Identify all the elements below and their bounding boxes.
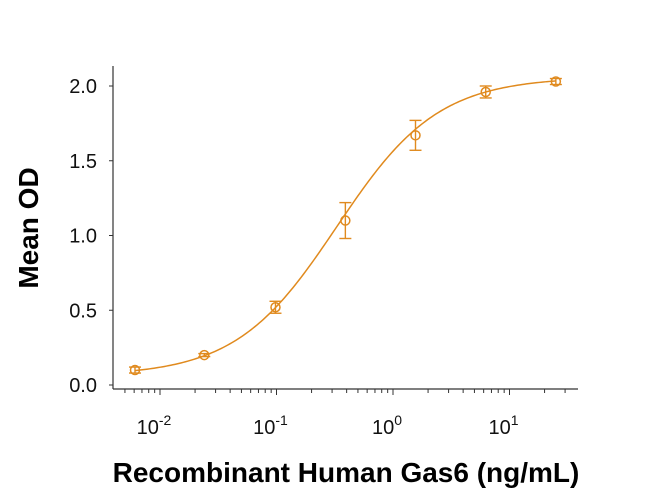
marker-circle bbox=[199, 349, 210, 361]
x-axis-title: Recombinant Human Gas6 (ng/mL) bbox=[113, 457, 580, 488]
y-tick-label: 0.0 bbox=[69, 375, 97, 397]
x-tick-label: 10-1 bbox=[253, 412, 288, 439]
marker-circle bbox=[480, 86, 491, 98]
y-axis-title: Mean OD bbox=[13, 167, 44, 288]
x-tick-label: 10-2 bbox=[137, 412, 172, 439]
x-tick-label: 100 bbox=[372, 412, 402, 439]
y-tick-label: 1.5 bbox=[69, 151, 97, 173]
marker-circle bbox=[340, 215, 351, 226]
data-point bbox=[198, 349, 211, 361]
x-tick-label: 101 bbox=[488, 412, 518, 439]
y-tick-label: 1.0 bbox=[69, 226, 97, 248]
data-point bbox=[549, 76, 562, 87]
axes: 0.0 0.5 1.0 1.5 2.0 10-2 10-1 100 101 bbox=[69, 66, 578, 439]
marker-circle bbox=[270, 302, 281, 313]
marker-circle bbox=[129, 364, 141, 376]
y-tick-label: 0.5 bbox=[69, 300, 97, 322]
data-marks bbox=[128, 76, 562, 376]
marker-circle bbox=[550, 76, 562, 87]
y-tick-label: 2.0 bbox=[69, 76, 97, 98]
data-point bbox=[479, 85, 492, 99]
data-point bbox=[128, 364, 141, 376]
marker-circle bbox=[410, 130, 421, 141]
data-point bbox=[339, 201, 352, 240]
data-point bbox=[409, 119, 422, 151]
data-point bbox=[269, 300, 282, 314]
